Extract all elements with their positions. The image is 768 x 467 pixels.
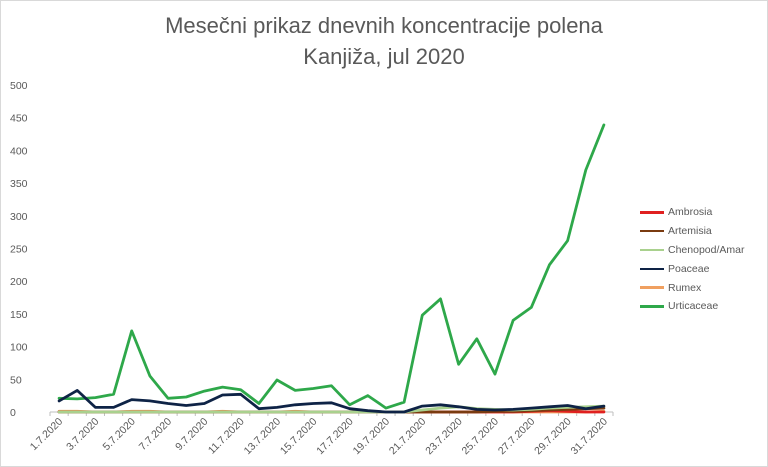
- x-tick-label: 31.7.2020: [569, 416, 611, 458]
- legend-item: Ambrosia: [640, 203, 765, 222]
- y-tick-label: 250: [10, 244, 28, 256]
- y-tick-label: 150: [10, 309, 28, 321]
- x-tick-label: 25.7.2020: [460, 416, 502, 458]
- legend-swatch: [640, 267, 664, 271]
- legend-item: Artemisia: [640, 222, 765, 241]
- legend-swatch: [640, 211, 664, 214]
- series-line-poaceae: [57, 388, 606, 414]
- series-lines: [57, 123, 606, 414]
- x-tick-label: 15.7.2020: [278, 416, 320, 458]
- y-tick-label: 300: [10, 211, 28, 223]
- x-tick-label: 3.7.2020: [64, 416, 101, 453]
- y-tick-label: 400: [10, 145, 28, 157]
- legend-label: Ambrosia: [668, 206, 713, 219]
- x-tick-label: 9.7.2020: [173, 416, 210, 453]
- chart-title-line-1: Mesečni prikaz dnevnih koncentracije pol…: [165, 13, 603, 38]
- legend-item: Chenopod/Amar: [640, 241, 765, 260]
- y-axis-labels: 0 50 100 150 200 250 300 350 400 450 500: [10, 80, 28, 419]
- series-line-urticaceae: [57, 123, 606, 410]
- legend-label: Artemisia: [668, 225, 712, 238]
- x-tick-label: 1.7.2020: [28, 416, 65, 453]
- legend-item: Urticaceae: [640, 297, 765, 316]
- legend-label: Rumex: [668, 281, 702, 294]
- x-tick-label: 23.7.2020: [423, 416, 465, 458]
- x-tick-label: 7.7.2020: [137, 416, 174, 453]
- y-tick-label: 100: [10, 342, 28, 354]
- y-tick-label: 350: [10, 178, 28, 190]
- y-tick-label: 450: [10, 113, 28, 125]
- x-axis: 1.7.20203.7.20205.7.20207.7.20209.7.2020…: [28, 411, 614, 458]
- x-tick-label: 11.7.2020: [206, 416, 247, 457]
- legend-label: Chenopod/Amar: [668, 243, 745, 256]
- x-tick-label: 13.7.2020: [242, 416, 284, 458]
- x-tick-label: 21.7.2020: [387, 416, 429, 458]
- legend-swatch: [640, 248, 664, 252]
- x-tick-label: 27.7.2020: [496, 416, 538, 458]
- x-tick-label: 17.7.2020: [314, 416, 356, 458]
- legend-swatch: [640, 305, 664, 308]
- legend-swatch: [640, 286, 664, 289]
- x-tick-label: 19.7.2020: [351, 416, 393, 458]
- x-tick-label: 29.7.2020: [532, 416, 574, 458]
- legend-swatch: [640, 229, 664, 233]
- y-tick-label: 500: [10, 80, 28, 92]
- chart-title-line-2: Kanjiža, jul 2020: [303, 44, 465, 69]
- legend-item: Poaceae: [640, 259, 765, 278]
- legend-label: Poaceae: [668, 262, 710, 275]
- x-tick-label: 5.7.2020: [100, 416, 137, 453]
- legend-label: Urticaceae: [668, 300, 719, 313]
- y-tick-label: 50: [10, 374, 22, 386]
- legend: Ambrosia Artemisia Chenopod/Amar Poaceae Rum…: [640, 203, 765, 316]
- y-tick-label: 200: [10, 276, 28, 288]
- y-tick-label: 0: [10, 407, 16, 419]
- legend-item: Rumex: [640, 278, 765, 297]
